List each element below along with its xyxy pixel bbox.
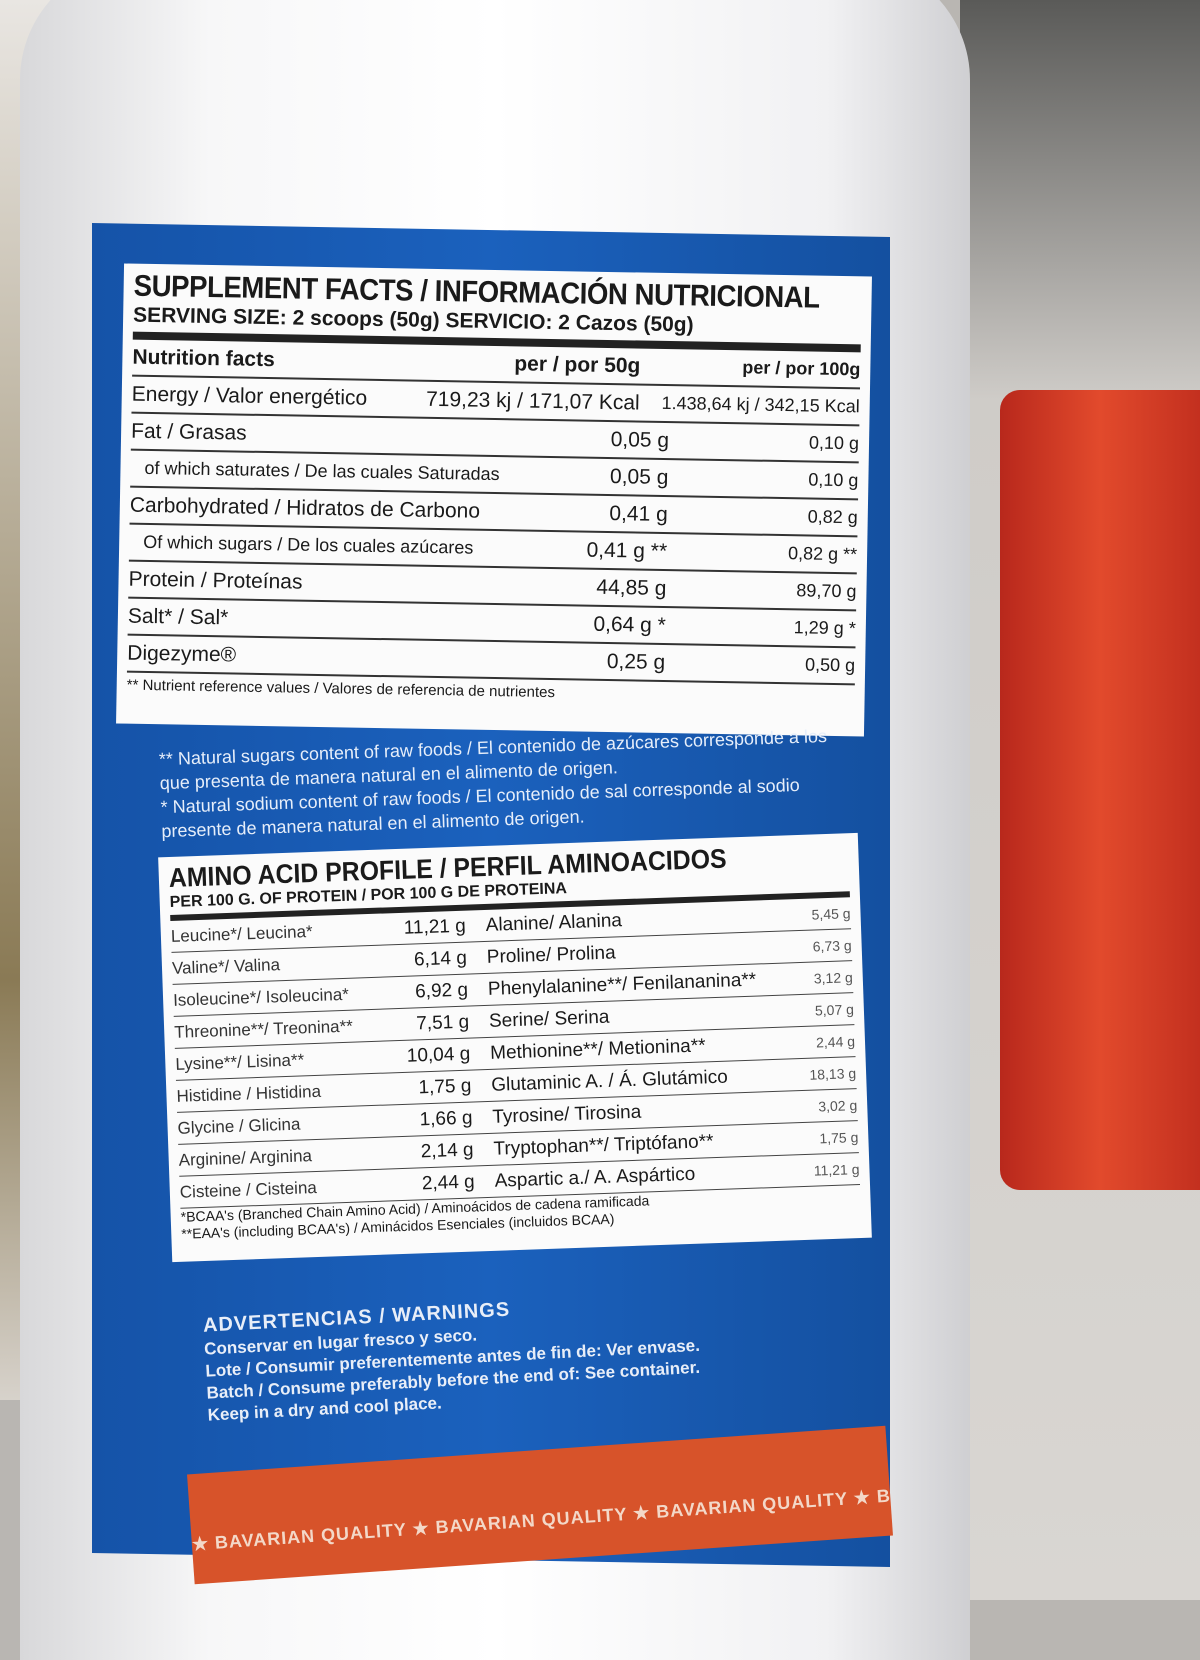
amino-right-value: 11,21 g bbox=[813, 1160, 860, 1179]
value-per-50g: 0,05 g bbox=[609, 464, 669, 489]
value-per-100g: 0,10 g bbox=[808, 469, 859, 491]
amino-right-name: Proline/ Prolina bbox=[486, 941, 616, 968]
amino-right-name: Methionine**/ Metionina** bbox=[489, 1034, 706, 1064]
header-name: Nutrition facts bbox=[132, 345, 275, 371]
background-red-container bbox=[1000, 390, 1200, 1190]
value-per-100g: 0,50 g bbox=[804, 654, 856, 676]
nutrient-name: Fat / Grasas bbox=[130, 419, 247, 445]
value-per-100g: 1,29 g * bbox=[793, 617, 856, 639]
value-per-50g: 0,64 g * bbox=[593, 612, 667, 637]
amino-right-value: 18,13 g bbox=[809, 1064, 857, 1083]
amino-right-value: 1,75 g bbox=[819, 1128, 859, 1146]
value-per-100g: 1.438,64 kj / 342,15 Kcal bbox=[661, 392, 860, 417]
amino-left-value: 2,44 g bbox=[421, 1170, 476, 1194]
value-per-100g: 0,82 g ** bbox=[787, 543, 858, 565]
nutrient-name: Digezyme® bbox=[127, 641, 237, 667]
amino-right-value: 3,02 g bbox=[818, 1096, 858, 1114]
header-per-100g: per / por 100g bbox=[742, 357, 861, 380]
amino-acid-profile: AMINO ACID PROFILE / PERFIL AMINOACIDOS … bbox=[158, 832, 872, 1263]
amino-left-value: 1,66 g bbox=[419, 1107, 473, 1130]
amino-left-name: Isoleucine*/ Isoleucina* bbox=[172, 984, 350, 1010]
amino-left-name: Leucine*/ Leucina* bbox=[170, 921, 313, 946]
nutrition-facts-table: SUPPLEMENT FACTS / INFORMACIÓN NUTRICION… bbox=[116, 263, 872, 737]
nutrient-name: Carbohydrated / Hidratos de Carbono bbox=[129, 493, 481, 523]
value-per-50g: 0,41 g bbox=[609, 501, 668, 526]
amino-right-name: Alanine/ Alanina bbox=[485, 909, 623, 936]
value-per-50g: 0,25 g bbox=[606, 649, 666, 674]
nutrient-name: Salt* / Sal* bbox=[127, 604, 229, 629]
amino-left-value: 1,75 g bbox=[418, 1075, 472, 1098]
amino-left-value: 6,92 g bbox=[414, 979, 469, 1002]
value-per-100g: 0,10 g bbox=[808, 432, 860, 454]
nutrient-name: Energy / Valor energético bbox=[131, 382, 368, 410]
amino-right-value: 3,12 g bbox=[813, 968, 854, 987]
value-per-50g: 44,85 g bbox=[596, 575, 667, 600]
amino-left-name: Glycine / Glicina bbox=[177, 1114, 301, 1138]
amino-left-name: Arginine/ Arginina bbox=[178, 1145, 313, 1170]
value-per-50g: 0,41 g ** bbox=[586, 538, 668, 563]
amino-right-value: 6,73 g bbox=[812, 936, 852, 955]
value-per-100g: 89,70 g bbox=[796, 580, 857, 602]
amino-left-value: 10,04 g bbox=[406, 1043, 471, 1067]
amino-left-value: 7,51 g bbox=[415, 1011, 470, 1034]
amino-right-value: 5,45 g bbox=[811, 904, 851, 923]
amino-left-value: 2,14 g bbox=[420, 1139, 474, 1162]
nutrient-name: of which saturates / De las cuales Satur… bbox=[144, 457, 500, 485]
nutrient-name: Protein / Proteínas bbox=[128, 567, 303, 594]
amino-left-name: Threonine**/ Treonina** bbox=[173, 1016, 354, 1042]
nutrient-name: Of which sugars / De los cuales azúcares bbox=[143, 531, 474, 558]
amino-left-name: Cisteine / Cisteina bbox=[179, 1177, 318, 1202]
amino-left-name: Histidine / Histidina bbox=[176, 1081, 322, 1106]
amino-right-name: Tyrosine/ Tirosina bbox=[492, 1101, 642, 1128]
amino-left-value: 11,21 g bbox=[403, 915, 467, 939]
value-per-50g: 0,05 g bbox=[610, 427, 670, 452]
value-per-100g: 0,82 g bbox=[807, 506, 858, 528]
amino-left-name: Lysine**/ Lisina** bbox=[175, 1049, 305, 1074]
amino-right-value: 5,07 g bbox=[814, 1000, 855, 1019]
header-per-50g: per / por 50g bbox=[514, 351, 641, 378]
amino-right-value: 2,44 g bbox=[815, 1032, 856, 1050]
amino-left-value: 6,14 g bbox=[413, 947, 468, 970]
amino-left-name: Valine*/ Valina bbox=[171, 954, 281, 978]
amino-right-name: Glutaminic A. / Á. Glutámico bbox=[490, 1066, 729, 1096]
amino-right-name: Phenylalanine**/ Fenilananina** bbox=[487, 969, 757, 1000]
value-per-50g: 719,23 kj / 171,07 Kcal bbox=[425, 387, 640, 415]
amino-right-name: Serine/ Serina bbox=[488, 1006, 610, 1032]
amino-right-name: Aspartic a./ A. Aspártico bbox=[494, 1163, 696, 1192]
amino-right-name: Tryptophan**/ Triptófano** bbox=[493, 1130, 714, 1160]
